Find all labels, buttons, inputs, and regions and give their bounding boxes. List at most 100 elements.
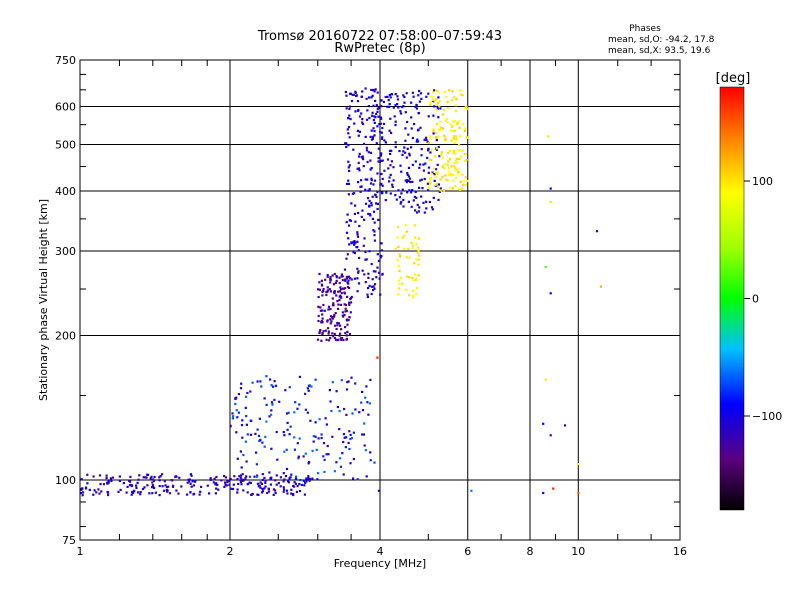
data-point xyxy=(191,480,194,483)
data-point xyxy=(414,105,417,108)
data-point xyxy=(390,149,393,152)
data-point xyxy=(125,491,128,494)
data-point xyxy=(322,303,325,307)
data-point xyxy=(432,114,435,117)
data-point xyxy=(379,183,382,186)
data-point xyxy=(188,478,191,481)
data-point xyxy=(441,113,445,116)
data-point xyxy=(327,308,330,311)
data-point xyxy=(348,333,351,336)
data-point xyxy=(354,91,357,94)
data-point xyxy=(342,440,345,444)
data-point xyxy=(238,475,241,478)
data-point xyxy=(408,154,411,157)
data-point xyxy=(361,390,364,393)
data-point xyxy=(435,103,438,106)
data-point xyxy=(189,473,192,476)
data-point xyxy=(98,492,101,495)
data-point xyxy=(245,475,248,478)
data-point xyxy=(420,195,423,198)
data-point xyxy=(388,180,391,183)
data-point xyxy=(345,319,349,322)
data-point xyxy=(386,158,390,161)
data-point xyxy=(372,285,375,288)
data-point xyxy=(307,389,310,392)
data-point xyxy=(229,425,232,428)
data-point xyxy=(349,92,352,95)
data-point xyxy=(268,415,271,418)
data-point xyxy=(163,480,166,483)
data-point xyxy=(394,247,397,250)
data-point xyxy=(284,389,287,392)
data-point xyxy=(356,231,359,234)
data-point xyxy=(373,130,376,133)
data-point xyxy=(353,252,356,255)
data-point xyxy=(405,288,408,291)
data-point xyxy=(404,127,407,130)
data-point xyxy=(399,112,403,115)
data-point xyxy=(358,169,361,172)
data-point xyxy=(403,101,406,104)
data-point xyxy=(258,484,261,487)
data-point xyxy=(411,247,414,250)
data-point xyxy=(369,214,372,217)
data-point xyxy=(457,187,461,190)
data-point xyxy=(367,212,370,215)
data-point xyxy=(98,474,102,477)
data-point xyxy=(428,200,431,204)
data-point xyxy=(282,480,285,483)
data-point xyxy=(323,309,326,312)
data-point xyxy=(345,221,348,224)
data-point xyxy=(412,294,415,297)
data-point xyxy=(443,134,446,137)
data-point xyxy=(458,144,461,147)
data-point xyxy=(345,257,348,260)
data-point xyxy=(337,338,340,341)
data-point xyxy=(461,173,464,176)
data-point xyxy=(438,100,441,103)
data-point xyxy=(373,115,376,118)
data-point xyxy=(350,278,353,281)
data-point xyxy=(417,128,420,131)
data-point xyxy=(315,448,318,451)
data-point xyxy=(314,378,317,381)
data-point xyxy=(445,178,448,181)
data-point xyxy=(357,181,360,184)
data-point xyxy=(361,118,364,121)
data-point xyxy=(267,488,270,491)
data-point xyxy=(401,236,404,239)
data-point xyxy=(236,457,239,460)
data-point xyxy=(257,434,261,437)
data-point xyxy=(256,380,259,383)
data-point xyxy=(335,279,338,282)
data-point xyxy=(377,489,381,492)
data-point xyxy=(345,334,348,337)
data-point xyxy=(251,492,254,495)
data-point xyxy=(209,477,212,480)
data-point xyxy=(547,135,550,138)
data-point xyxy=(248,481,251,484)
data-point xyxy=(447,151,450,155)
data-point xyxy=(455,176,458,179)
data-point xyxy=(364,135,367,138)
data-point xyxy=(388,149,392,152)
data-point xyxy=(314,421,317,424)
data-point xyxy=(364,449,367,452)
data-point xyxy=(420,154,423,157)
data-point xyxy=(265,420,268,423)
data-point xyxy=(356,290,359,293)
data-point xyxy=(374,99,377,102)
data-point xyxy=(432,98,435,102)
data-point xyxy=(349,219,352,222)
data-point xyxy=(418,100,421,103)
data-point xyxy=(347,380,350,383)
data-point xyxy=(436,147,439,150)
data-point xyxy=(346,286,350,289)
data-point xyxy=(381,126,384,130)
data-point xyxy=(402,94,405,97)
data-point xyxy=(411,276,414,279)
data-point xyxy=(390,160,393,163)
data-point xyxy=(118,475,121,478)
data-point xyxy=(347,166,350,169)
data-point xyxy=(372,127,375,130)
